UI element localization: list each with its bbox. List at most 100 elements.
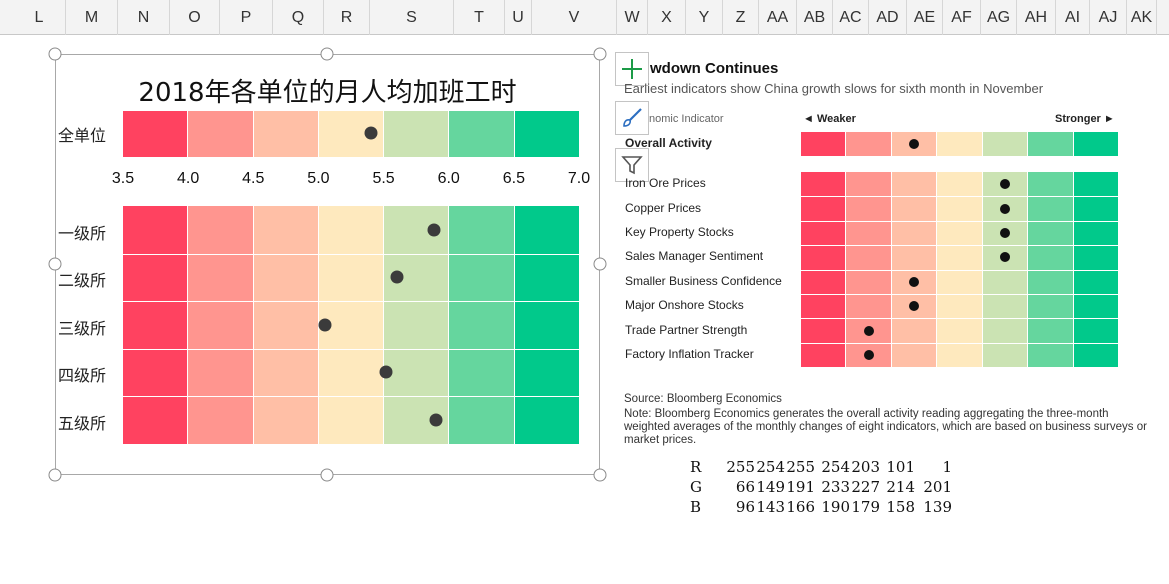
chart-elements-button[interactable] [615,52,649,86]
band-segment [384,111,450,157]
chart-filters-button[interactable] [615,148,649,182]
resize-handle[interactable] [48,468,62,482]
band-segment [801,132,847,156]
band-segment [123,111,189,157]
brush-icon [623,108,642,127]
row-label: 五级所 [58,413,107,433]
row-label: 三级所 [58,318,107,338]
band-segment [123,206,189,444]
x-tick-label: 6.5 [502,170,525,187]
column-header-x[interactable]: X [648,0,686,35]
column-header-ac[interactable]: AC [833,0,869,35]
bb-row-divider [801,269,1118,271]
column-header-ah[interactable]: AH [1017,0,1056,35]
column-header-ae[interactable]: AE [907,0,943,35]
band-segment [514,206,579,444]
column-header-r[interactable]: R [324,0,370,35]
bb-data-point [999,228,1010,238]
column-header-m[interactable]: M [66,0,118,35]
resize-handle[interactable] [593,47,607,61]
band-segment [514,111,579,157]
x-tick-label: 7.0 [567,170,591,187]
column-header-u[interactable]: U [505,0,532,35]
column-header-l[interactable]: L [13,0,66,35]
band-segment [982,132,1029,156]
column-header-ab[interactable]: AB [797,0,833,35]
data-point [364,126,378,140]
chart-styles-button[interactable] [615,101,649,135]
x-tick-label: 4.0 [177,170,200,187]
x-tick-label: 3.5 [111,170,135,187]
bb-data-point [863,325,874,336]
bb-title: wdown Continues [650,60,779,77]
bb-item-label: Smaller Business Confidence [625,273,782,288]
bb-item-label: Key Property Stocks [625,225,734,239]
resize-handle[interactable] [48,47,62,61]
row-divider [123,301,579,302]
column-header-v[interactable]: V [532,0,617,35]
band-segment [846,132,892,156]
overall-band [123,111,579,157]
column-header-q[interactable]: Q [273,0,324,35]
column-header-aa[interactable]: AA [759,0,797,35]
resize-handle[interactable] [320,468,334,482]
column-header-w[interactable]: W [617,0,648,35]
band-segment [937,132,983,156]
bb-item-label: Major Onshore Stocks [625,298,744,313]
row-divider [123,253,579,255]
chart-title: 2018年各单位的月人均加班工时 [138,78,517,108]
plus-icon [622,59,642,79]
rgb-channel-name: B [690,498,702,516]
row-label: 一级所 [58,223,107,243]
bb-item-label: Iron Ore Prices [625,176,706,191]
column-header-af[interactable]: AF [943,0,981,35]
row-label: 二级所 [58,271,107,291]
resize-handle[interactable] [593,257,607,271]
resize-handle[interactable] [320,47,334,61]
bb-indicator-header: nomic Indicator [649,113,724,125]
column-header-o[interactable]: O [170,0,220,35]
data-point [318,318,332,332]
row-divider [123,348,579,350]
resize-handle[interactable] [48,257,62,271]
band-segment [188,111,254,157]
bb-row-divider [801,342,1118,344]
column-header-ad[interactable]: AD [869,0,907,35]
bb-source: Source: Bloomberg Economics [624,393,782,405]
column-header-ag[interactable]: AG [981,0,1017,35]
bb-weaker-label: ◄ Weaker [803,113,856,125]
data-point [429,413,443,427]
column-header-ak[interactable]: AK [1127,0,1157,35]
bb-row-divider [801,245,1118,247]
data-point [427,223,441,237]
band-segment [188,206,254,444]
bb-data-point [999,179,1010,190]
column-header-ai[interactable]: AI [1056,0,1090,35]
resize-handle[interactable] [593,468,607,482]
column-header-y[interactable]: Y [686,0,723,35]
bb-item-label: Copper Prices [625,200,702,215]
bb-subtitle: Earliest indicators show China growth sl… [624,81,1044,96]
band-segment [384,206,450,444]
column-header-z[interactable]: Z [723,0,759,35]
bb-row-divider [801,220,1118,222]
bb-data-point [863,350,874,360]
bb-data-point [909,139,920,149]
column-header-p[interactable]: P [220,0,273,35]
band-segment [449,206,515,444]
band-segment [1028,132,1074,156]
x-tick-label: 6.0 [437,170,460,187]
column-header-n[interactable]: N [118,0,170,35]
bb-row-divider [801,196,1118,198]
units-band [123,206,579,444]
x-tick-label: 5.5 [372,170,395,187]
column-header-t[interactable]: T [454,0,505,35]
bb-note: Note: Bloomberg Economics generates the … [624,408,1147,446]
column-header-s[interactable]: S [370,0,454,35]
column-header-aj[interactable]: AJ [1090,0,1127,35]
data-point [379,365,393,379]
bb-overall-band [801,132,1118,156]
bb-data-point [909,276,920,287]
rgb-channel-name: G [690,478,702,496]
bb-item-label: Sales Manager Sentiment [625,249,764,264]
